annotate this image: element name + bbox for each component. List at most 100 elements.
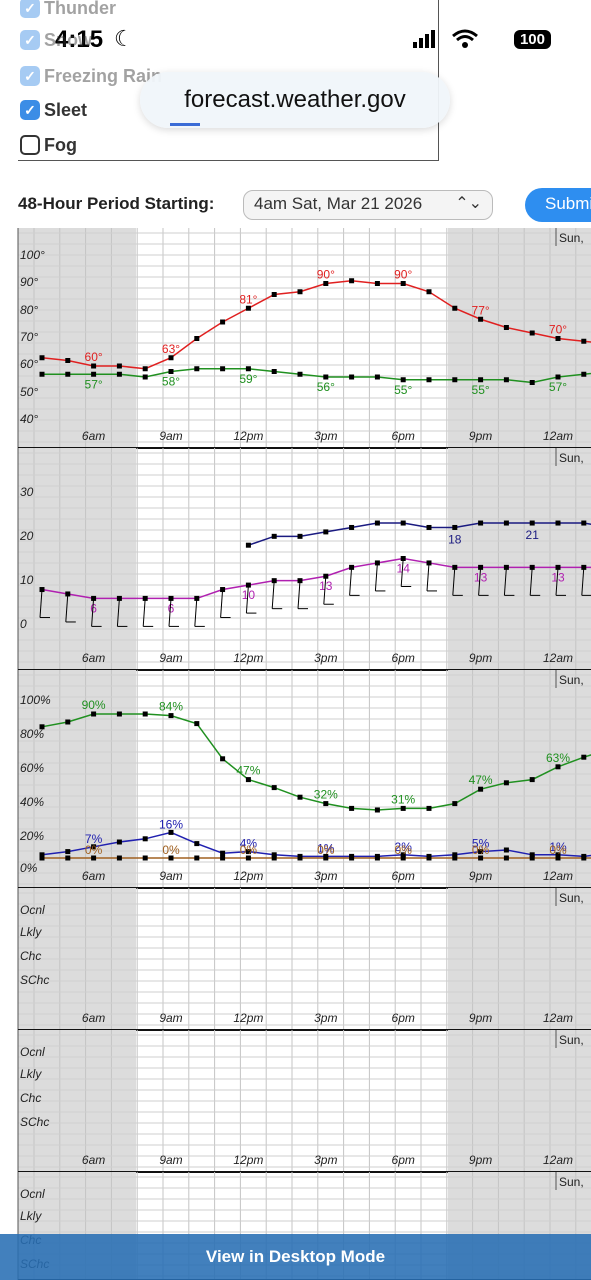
dewpoint-point	[529, 380, 535, 385]
wind-barb	[220, 589, 224, 618]
wind-speed-point	[297, 578, 303, 584]
checkbox-thunder[interactable]: ✓ Thunder	[20, 0, 116, 20]
x-tick-label: 6pm	[392, 1011, 415, 1025]
checkbox-freezing-rain[interactable]: ✓ Freezing Rain	[20, 64, 162, 88]
temperature-point	[142, 366, 148, 372]
temperature-label: 70°	[549, 323, 567, 337]
x-tick-label: 12pm	[233, 1153, 263, 1167]
precip-label: 7%	[85, 832, 103, 846]
thunder-point	[271, 855, 277, 861]
thunder-point	[400, 855, 406, 861]
x-tick-label: 3pm	[314, 429, 337, 443]
x-tick-label: 12am	[543, 651, 573, 665]
temperature-point	[116, 363, 122, 369]
category-y-tick: Ocnl	[20, 1045, 45, 1059]
thunder-label: 0%	[317, 843, 335, 857]
thunder-point	[297, 855, 303, 861]
humidity-point	[426, 805, 432, 811]
url-text: forecast.weather.gov	[184, 86, 406, 113]
precip-point	[452, 852, 458, 858]
thunder-point	[529, 855, 535, 861]
x-tick-label: 3pm	[314, 1153, 337, 1167]
wind-gust-point	[555, 520, 561, 526]
precip-point	[91, 844, 97, 850]
humidity-point	[142, 711, 148, 717]
thunder-label: 0%	[472, 843, 490, 857]
humidity-point	[116, 711, 122, 717]
humidity-label: 47%	[236, 764, 260, 778]
temperature-point	[39, 355, 45, 361]
dewpoint-point	[271, 369, 277, 374]
precip-label: 4%	[240, 837, 258, 851]
clock: 4:15	[55, 26, 104, 53]
page-load-progress	[170, 123, 200, 126]
category-y-tick: Ocnl	[20, 903, 45, 917]
temperature-point	[297, 289, 303, 295]
thunder-label: 0%	[395, 843, 413, 857]
temperature-point	[529, 330, 535, 336]
wind-y-tick: 10	[20, 573, 34, 587]
humidity-point	[478, 786, 484, 792]
wind-gust-point	[374, 520, 380, 526]
dewpoint-point	[426, 377, 432, 383]
wind-barb	[91, 598, 95, 627]
humidity-point	[581, 754, 587, 760]
temperature-point	[478, 316, 484, 322]
dewpoint-label: 58°	[162, 375, 180, 389]
humidity-point	[503, 780, 509, 786]
humidity-point	[168, 713, 174, 719]
temp-y-tick: 70°	[20, 330, 38, 344]
precip-point	[478, 849, 484, 855]
wind-barb	[297, 580, 301, 609]
day-label: Sun,	[559, 891, 584, 905]
url-bar[interactable]: forecast.weather.gov	[140, 72, 450, 128]
temperature-point	[349, 278, 355, 284]
humidity-point	[220, 756, 226, 762]
checkmark-icon: ✓	[20, 100, 40, 120]
precip-point	[220, 850, 226, 856]
dewpoint-point	[91, 371, 97, 377]
period-select[interactable]: 4am Sat, Mar 21 2026 ⌃⌄	[243, 190, 493, 220]
x-tick-label: 6am	[82, 651, 105, 665]
humidity-point	[555, 764, 561, 770]
percent-y-tick: 80%	[20, 727, 44, 741]
humidity-point	[245, 777, 251, 783]
x-tick-label: 9pm	[469, 429, 492, 443]
x-tick-label: 9am	[159, 651, 182, 665]
humidity-point	[374, 807, 380, 813]
x-tick-label: 12am	[543, 429, 573, 443]
x-tick-label: 6pm	[392, 651, 415, 665]
wind-speed-label: 10	[242, 588, 256, 602]
temperature-point	[400, 281, 406, 286]
x-tick-label: 9pm	[469, 1153, 492, 1167]
checkbox-empty-icon	[20, 135, 40, 155]
submit-button[interactable]: Submit	[525, 188, 591, 222]
precip-point	[142, 836, 148, 842]
temperature-point	[503, 325, 509, 330]
hazard-checkbox-list: ✓ Thunder ✓ Snow ✓ Freezing Rain ✓ Sleet Fog	[18, 0, 439, 161]
thunder-label: 0%	[162, 843, 180, 857]
view-desktop-mode-button[interactable]: View in Desktop Mode	[0, 1234, 591, 1280]
humidity-point	[297, 794, 303, 800]
checkbox-sleet[interactable]: ✓ Sleet	[20, 98, 87, 122]
checkbox-snow[interactable]: ✓ Snow	[20, 28, 92, 52]
x-tick-label: 3pm	[314, 869, 337, 883]
precip-point	[400, 852, 406, 858]
checkbox-fog[interactable]: Fog	[20, 133, 77, 157]
dewpoint-point	[581, 371, 587, 377]
thunder-point	[220, 855, 226, 861]
precip-label: 2%	[395, 840, 413, 854]
temperature-label: 63°	[162, 342, 180, 356]
wind-barb	[245, 585, 249, 614]
wind-gust-point	[426, 524, 432, 530]
temp-y-tick: 40°	[20, 412, 38, 426]
wind-y-tick: 20	[19, 529, 34, 543]
humidity-label: 63%	[546, 751, 570, 765]
humidity-label: 32%	[314, 788, 338, 802]
x-tick-label: 12am	[543, 869, 573, 883]
thunder-point	[116, 855, 122, 861]
wind-barb	[374, 562, 378, 591]
category-y-tick: SChc	[20, 1115, 49, 1129]
x-tick-label: 9pm	[469, 651, 492, 665]
dewpoint-point	[245, 366, 251, 372]
